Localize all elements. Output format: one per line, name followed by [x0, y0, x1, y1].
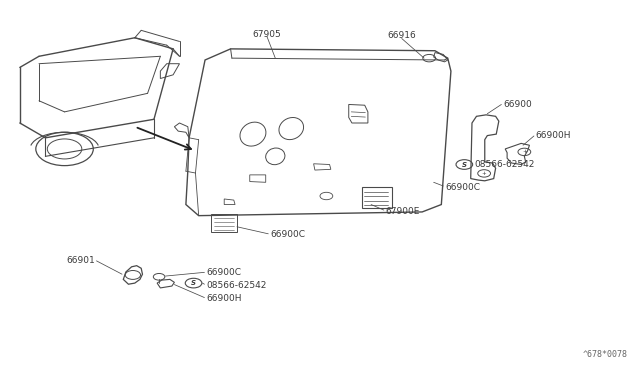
Text: +: + — [522, 150, 527, 154]
Text: ^678*0078: ^678*0078 — [583, 350, 628, 359]
Text: 08566-62542: 08566-62542 — [206, 281, 267, 290]
Text: 66900H: 66900H — [536, 131, 572, 141]
Text: 67905: 67905 — [253, 29, 282, 39]
Text: 66900C: 66900C — [445, 183, 480, 192]
Text: 66900C: 66900C — [270, 230, 305, 240]
Text: 08566-62542: 08566-62542 — [474, 160, 535, 169]
Text: 66900: 66900 — [503, 100, 532, 109]
Text: S: S — [462, 161, 467, 167]
Text: 67900E: 67900E — [386, 207, 420, 216]
Text: +: + — [482, 171, 486, 176]
Text: 66901: 66901 — [67, 256, 95, 265]
Text: 66916: 66916 — [387, 31, 416, 41]
Text: 66900H: 66900H — [206, 294, 242, 303]
Text: 66900C: 66900C — [206, 268, 241, 277]
Text: S: S — [191, 280, 196, 286]
